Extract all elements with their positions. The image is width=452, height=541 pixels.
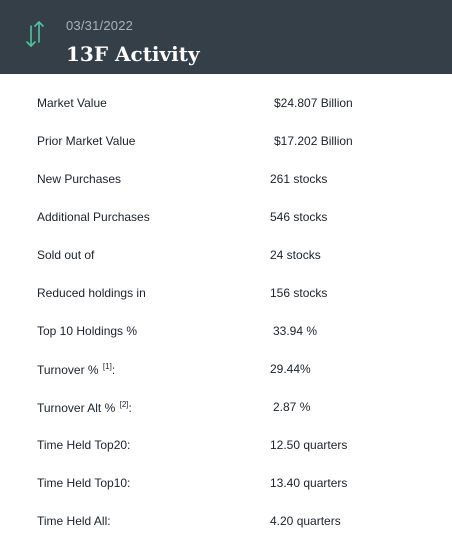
- stat-label: Market Value: [37, 96, 107, 110]
- stat-value: 4.20 quarters: [270, 514, 341, 528]
- row-market-value: Market Value $24.807 Billion: [0, 85, 452, 123]
- stats-list: Market Value $24.807 Billion Prior Marke…: [0, 85, 452, 541]
- stat-value: 546 stocks: [270, 210, 328, 224]
- stat-value: 29.44%: [270, 362, 311, 376]
- label-suffix: :: [111, 363, 116, 377]
- stat-label: Turnover % [1]:: [37, 362, 115, 377]
- stat-label: Time Held Top20:: [37, 438, 131, 452]
- stat-label: Prior Market Value: [37, 134, 136, 148]
- row-reduced-holdings: Reduced holdings in 156 stocks: [0, 275, 452, 313]
- stat-value: $17.202 Billion: [274, 134, 353, 148]
- report-date: 03/31/2022: [66, 18, 134, 33]
- stat-label-text: Turnover Alt %: [37, 401, 116, 415]
- row-time-held-top20: Time Held Top20: 12.50 quarters: [0, 427, 452, 465]
- stat-label: Top 10 Holdings %: [37, 324, 138, 338]
- stat-value: $24.807 Billion: [274, 96, 353, 110]
- stat-value: 33.94 %: [273, 324, 318, 338]
- row-turnover: Turnover % [1]: 29.44%: [0, 351, 452, 389]
- row-time-held-top10: Time Held Top10: 13.40 quarters: [0, 465, 452, 503]
- sort-arrows-icon: [26, 21, 44, 47]
- card-title: 13F Activity: [66, 42, 200, 66]
- row-additional-purchases: Additional Purchases 546 stocks: [0, 199, 452, 237]
- stat-value: 156 stocks: [270, 286, 328, 300]
- stat-label-text: Turnover %: [37, 363, 99, 377]
- stat-value: 12.50 quarters: [270, 438, 348, 452]
- stat-label: Time Held All:: [37, 514, 111, 528]
- stat-value: 24 stocks: [270, 248, 321, 262]
- stat-value: 2.87 %: [273, 400, 311, 414]
- label-suffix: :: [128, 401, 132, 415]
- footnote-2-link[interactable]: [2]: [119, 400, 129, 409]
- stat-label: New Purchases: [37, 172, 122, 186]
- stat-label: Sold out of: [37, 248, 95, 262]
- footnote-1-link[interactable]: [1]: [102, 362, 112, 371]
- row-new-purchases: New Purchases 261 stocks: [0, 161, 452, 199]
- row-turnover-alt: Turnover Alt % [2]: 2.87 %: [0, 389, 452, 427]
- stat-label: Additional Purchases: [37, 210, 150, 224]
- row-time-held-all: Time Held All: 4.20 quarters: [0, 503, 452, 541]
- stat-value: 13.40 quarters: [270, 476, 348, 490]
- stat-label: Time Held Top10:: [37, 476, 131, 490]
- row-prior-market-value: Prior Market Value $17.202 Billion: [0, 123, 452, 161]
- stat-label: Turnover Alt % [2]:: [37, 400, 132, 415]
- stat-label: Reduced holdings in: [37, 286, 146, 300]
- stat-value: 261 stocks: [270, 172, 328, 186]
- card-header: 03/31/2022 13F Activity: [0, 0, 452, 74]
- row-sold-out-of: Sold out of 24 stocks: [0, 237, 452, 275]
- row-top10-holdings: Top 10 Holdings % 33.94 %: [0, 313, 452, 351]
